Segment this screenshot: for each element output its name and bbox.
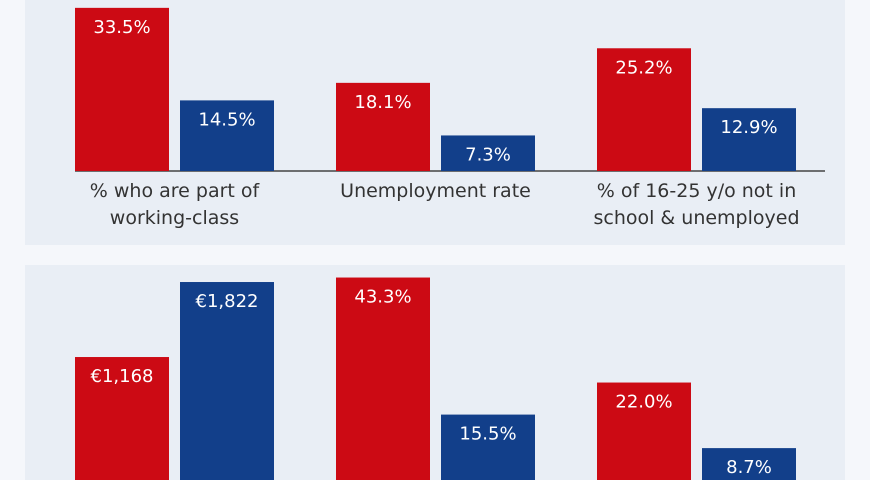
value-label: 12.9% <box>720 117 777 138</box>
bar <box>702 108 796 171</box>
bar <box>597 48 691 171</box>
value-label: 25.2% <box>615 57 672 78</box>
value-label: 15.5% <box>459 424 516 445</box>
bar <box>336 82 430 171</box>
bar <box>336 277 430 480</box>
value-label: 43.3% <box>354 287 411 308</box>
bar <box>597 382 691 480</box>
bar <box>75 7 169 172</box>
value-label: 8.7% <box>726 457 772 478</box>
bar <box>702 448 796 480</box>
bar <box>180 100 274 171</box>
bar <box>441 135 535 171</box>
category-label: Unemployment rate <box>340 180 531 202</box>
value-label: €1,822 <box>196 291 259 312</box>
bar <box>75 357 169 480</box>
value-label: 18.1% <box>354 92 411 113</box>
value-label: 7.3% <box>465 144 511 165</box>
value-label: 22.0% <box>615 392 672 413</box>
bar <box>441 414 535 480</box>
value-label: €1,168 <box>91 366 154 387</box>
bar <box>180 282 274 480</box>
category-label: % who are part of working-class <box>89 180 260 229</box>
value-label: 14.5% <box>198 109 255 130</box>
category-label: % of 16-25 y/o not in school & unemploye… <box>593 180 800 229</box>
value-label: 33.5% <box>93 17 150 38</box>
